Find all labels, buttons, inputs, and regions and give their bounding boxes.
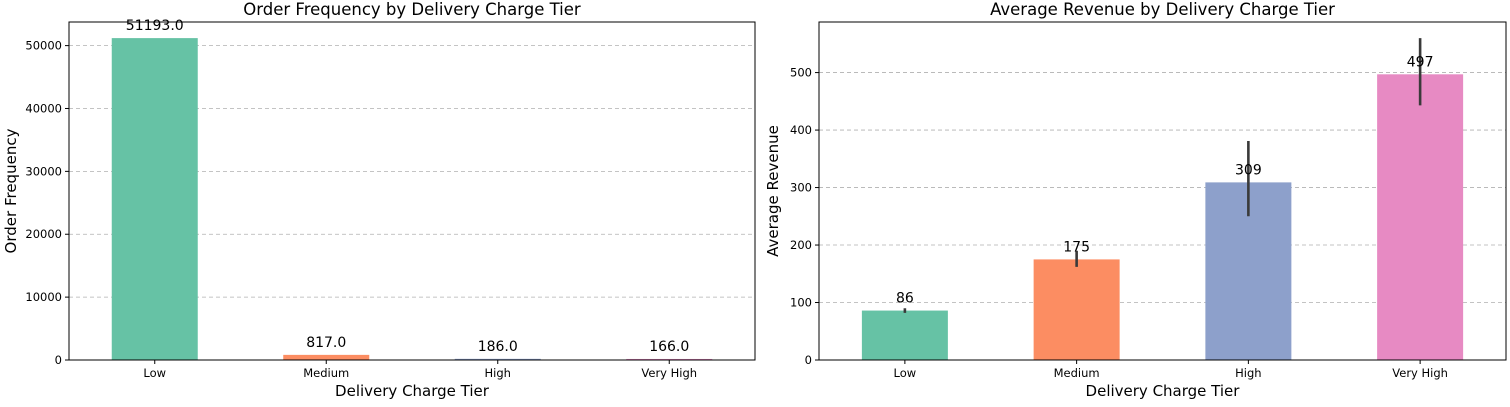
- y-tick-label: 0: [55, 353, 62, 367]
- plot-frame: [818, 21, 1507, 361]
- data-label: 817.0: [306, 335, 346, 351]
- chart-title: Average Revenue by Delivery Charge Tier: [990, 0, 1335, 19]
- bar-low: [111, 38, 198, 360]
- data-label: 86: [896, 291, 914, 307]
- bar-very-high: [1377, 74, 1464, 361]
- data-label: 186.0: [478, 339, 518, 355]
- x-tick-label: Medium: [1054, 366, 1100, 380]
- bar-low: [861, 310, 948, 360]
- x-axis-title: Delivery Charge Tier: [335, 382, 490, 400]
- y-tick-label: 200: [790, 238, 812, 252]
- y-axis-title: Average Revenue: [764, 125, 782, 257]
- y-tick-label: 0: [805, 353, 812, 367]
- bar-high: [454, 358, 541, 360]
- bar-medium: [283, 354, 370, 360]
- x-tick-label: Very High: [641, 366, 697, 380]
- y-axis-title: Order Frequency: [2, 128, 20, 253]
- x-tick-label: Low: [143, 366, 166, 380]
- data-label: 497: [1407, 54, 1434, 70]
- y-tick-label: 40000: [25, 101, 62, 115]
- x-tick-label: High: [485, 366, 511, 380]
- x-tick-label: High: [1235, 366, 1261, 380]
- y-tick-label: 20000: [25, 227, 62, 241]
- chart-title: Order Frequency by Delivery Charge Tier: [243, 0, 581, 19]
- plot-frame: [68, 21, 756, 361]
- chart-1: 51193.0 817.0 186.0 166.0 0 10000 20000 30000 40…: [2, 0, 756, 400]
- y-tick-label: 100: [790, 296, 812, 310]
- data-label: 309: [1235, 162, 1262, 178]
- x-tick-label: Low: [894, 366, 917, 380]
- x-tick-label: Medium: [303, 366, 349, 380]
- x-axis-title: Delivery Charge Tier: [1086, 382, 1241, 400]
- y-tick-label: 10000: [25, 290, 62, 304]
- y-tick-label: 400: [790, 123, 812, 137]
- bar-very-high: [626, 358, 713, 360]
- data-label: 175: [1063, 239, 1090, 255]
- y-tick-label: 50000: [25, 39, 62, 53]
- data-label: 51193.0: [126, 18, 184, 34]
- y-tick-label: 300: [790, 181, 812, 195]
- y-tick-label: 30000: [25, 164, 62, 178]
- x-tick-label: Very High: [1392, 366, 1448, 380]
- chart-2: 86 175 309 497 0 100 200 300 400 500 Low Medium High…: [764, 0, 1507, 400]
- y-tick-label: 500: [790, 66, 812, 80]
- bar-medium: [1033, 259, 1120, 360]
- data-label: 166.0: [649, 339, 689, 355]
